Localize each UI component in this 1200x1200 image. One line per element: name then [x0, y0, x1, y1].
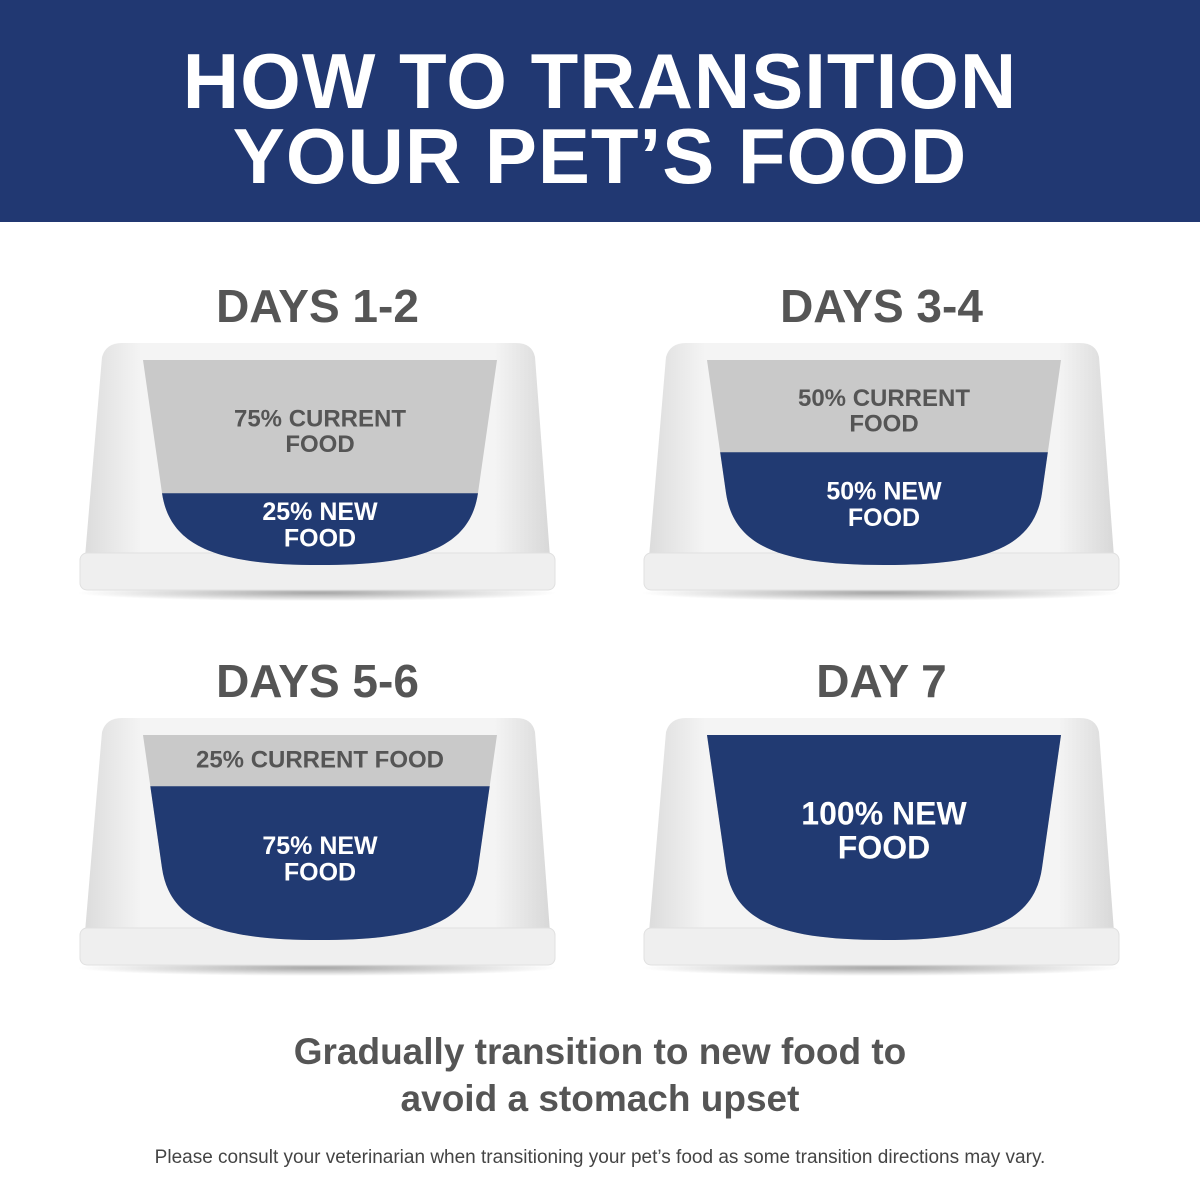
title-line-1: HOW TO TRANSITION — [182, 37, 1018, 125]
new-food-label: 75% NEW — [262, 832, 378, 860]
bowl-stage-2: 50% CURRENT FOOD 50% NEW FOOD — [641, 343, 1121, 613]
new-food-fill — [143, 786, 497, 940]
current-food-label: 25% CURRENT FOOD — [196, 746, 444, 773]
bowl-stage-4: 100% NEW FOOD — [641, 718, 1121, 988]
current-food-label: FOOD — [849, 410, 918, 437]
stage-heading-2: DAYS 3-4 — [780, 280, 983, 332]
new-food-fill — [707, 452, 1061, 565]
title-line-2: YOUR PET’S FOOD — [232, 112, 968, 200]
tagline-line-1: Gradually transition to new food to — [293, 1031, 907, 1072]
new-food-label: 100% NEW — [801, 796, 967, 832]
disclaimer-note: Please consult your veterinarian when tr… — [154, 1147, 1046, 1168]
header-banner: HOW TO TRANSITION YOUR PET’S FOOD — [0, 0, 1200, 222]
new-food-label: FOOD — [838, 829, 930, 865]
new-food-fill — [707, 735, 1061, 940]
bowl-stage-3: 25% CURRENT FOOD 75% NEW FOOD — [77, 718, 557, 988]
current-food-label: 50% CURRENT — [798, 385, 970, 412]
new-food-label: FOOD — [284, 858, 356, 886]
tagline: Gradually transition to new food to avoi… — [0, 1028, 1200, 1122]
current-food-label: 75% CURRENT — [234, 406, 406, 433]
stage-heading-4: DAY 7 — [816, 655, 947, 707]
new-food-label: FOOD — [284, 524, 356, 552]
stage-heading-3: DAYS 5-6 — [216, 655, 419, 707]
tagline-line-2: avoid a stomach upset — [400, 1078, 800, 1119]
bowl-stage-1: 75% CURRENT FOOD 25% NEW FOOD — [77, 343, 557, 613]
new-food-label: FOOD — [848, 504, 920, 532]
new-food-label: 25% NEW — [262, 498, 378, 526]
current-food-label: FOOD — [285, 431, 354, 458]
stage-heading-1: DAYS 1-2 — [216, 280, 419, 332]
new-food-label: 50% NEW — [826, 478, 942, 506]
